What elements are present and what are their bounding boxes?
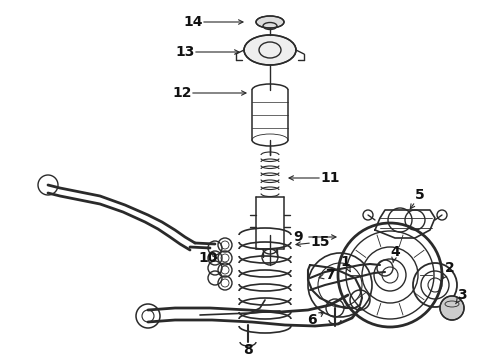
- Text: 11: 11: [320, 171, 340, 185]
- Text: 2: 2: [445, 261, 455, 275]
- Text: 4: 4: [390, 245, 400, 259]
- Text: 14: 14: [183, 15, 203, 29]
- Text: 9: 9: [293, 230, 303, 244]
- Circle shape: [440, 296, 464, 320]
- Text: 15: 15: [310, 235, 330, 249]
- Text: 8: 8: [243, 343, 253, 357]
- Text: 3: 3: [457, 288, 467, 302]
- Text: 5: 5: [415, 188, 425, 202]
- Text: 10: 10: [198, 251, 218, 265]
- Text: 7: 7: [325, 268, 335, 282]
- Ellipse shape: [256, 16, 284, 28]
- Text: 13: 13: [175, 45, 195, 59]
- Text: 1: 1: [340, 255, 350, 269]
- Text: 6: 6: [307, 313, 317, 327]
- Ellipse shape: [244, 35, 296, 65]
- Text: 12: 12: [172, 86, 192, 100]
